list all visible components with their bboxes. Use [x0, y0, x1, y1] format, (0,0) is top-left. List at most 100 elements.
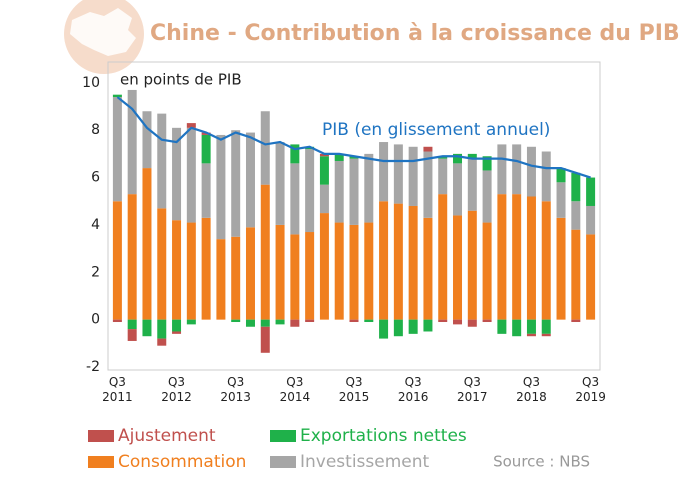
bar	[556, 217, 566, 320]
bar	[127, 194, 137, 320]
bar	[245, 227, 255, 320]
bar	[438, 194, 448, 320]
bar	[290, 144, 300, 164]
legend-swatch	[88, 456, 114, 468]
bar	[231, 236, 241, 320]
bar	[305, 149, 315, 233]
bar	[172, 319, 182, 332]
bar	[408, 146, 418, 206]
bar	[127, 319, 137, 330]
legend-label: Exportations nettes	[300, 426, 467, 446]
bar	[245, 319, 255, 327]
line	[116, 96, 591, 179]
bar	[334, 160, 344, 223]
y-axis-label: en points de PIB	[120, 71, 242, 89]
bar	[260, 111, 270, 185]
source: Source : NBS	[493, 453, 590, 471]
china-map	[70, 8, 136, 56]
bar	[408, 319, 418, 334]
bar	[586, 234, 596, 320]
bar	[512, 194, 522, 320]
bar	[423, 319, 433, 332]
x-tick-label: Q3 2016	[397, 375, 429, 404]
legend-swatch	[88, 430, 114, 442]
plot-frame	[107, 61, 601, 371]
bar	[112, 97, 122, 202]
bar	[438, 158, 448, 195]
bar	[586, 205, 596, 235]
bar	[364, 222, 374, 320]
bar	[157, 208, 167, 320]
legend-swatch	[270, 456, 296, 468]
bar	[157, 113, 167, 209]
bar	[260, 319, 270, 327]
bar	[541, 201, 551, 320]
bar	[290, 319, 300, 327]
line-label: PIB (en glissement annuel)	[322, 120, 550, 140]
x-tick-label: Q3 2017	[457, 375, 488, 404]
bar	[349, 158, 359, 225]
bar	[231, 130, 241, 237]
bar	[423, 151, 433, 218]
bar	[201, 134, 211, 164]
bar	[571, 201, 581, 230]
x-tick-label: Q3 2012	[161, 375, 192, 404]
bar	[512, 319, 522, 337]
bar	[526, 333, 536, 337]
bar	[556, 182, 566, 218]
x-tick-label: Q3 2019	[575, 375, 606, 404]
bar	[260, 326, 270, 353]
bar	[453, 163, 463, 216]
bar	[275, 319, 285, 325]
bar	[157, 319, 167, 339]
bar	[112, 201, 122, 320]
bar	[201, 163, 211, 218]
bar	[467, 158, 477, 211]
y-tick-label: -2	[86, 359, 100, 375]
bar	[349, 319, 359, 323]
bar	[393, 144, 403, 204]
y-tick-label: 4	[91, 217, 100, 233]
x-tick-label: Q3 2013	[220, 375, 251, 404]
bar	[467, 210, 477, 320]
bar	[231, 319, 241, 323]
legend-label: Consommation	[118, 452, 246, 472]
bar	[216, 134, 226, 240]
bar	[512, 144, 522, 195]
bar	[541, 151, 551, 202]
bar	[186, 127, 196, 223]
bar	[541, 319, 551, 334]
bar	[127, 89, 137, 195]
bar	[290, 163, 300, 235]
bar	[571, 229, 581, 320]
bar	[305, 232, 315, 320]
legend-label: Investissement	[300, 452, 430, 472]
bar	[497, 194, 507, 320]
bar	[379, 142, 389, 202]
bar	[482, 170, 492, 223]
bar	[453, 215, 463, 320]
bar	[438, 156, 448, 159]
bar	[172, 220, 182, 320]
bar	[453, 153, 463, 164]
bar	[112, 94, 122, 98]
bar	[526, 319, 536, 334]
bar	[526, 196, 536, 320]
bar	[408, 205, 418, 320]
bar	[201, 217, 211, 320]
bar	[467, 153, 477, 159]
bar	[379, 319, 389, 339]
x-tick-label: Q3 2015	[338, 375, 370, 404]
bar	[423, 217, 433, 320]
bar	[172, 331, 182, 334]
bar	[334, 153, 344, 161]
bar	[260, 184, 270, 320]
y-tick-label: 2	[91, 264, 100, 280]
bar	[541, 333, 551, 337]
bar	[186, 319, 196, 325]
bar	[349, 156, 359, 159]
legend-label: Ajustement	[118, 426, 216, 446]
bar	[142, 168, 152, 320]
